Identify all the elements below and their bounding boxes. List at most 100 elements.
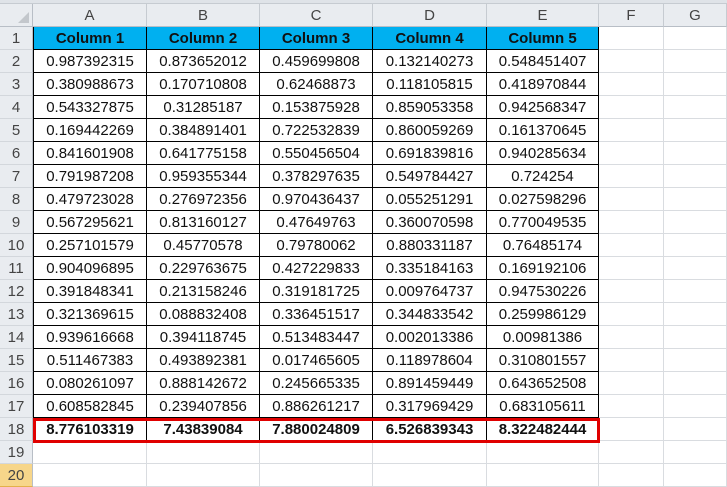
data-cell[interactable]: 0.319181725: [260, 280, 373, 303]
cell[interactable]: [260, 464, 373, 487]
data-cell[interactable]: 0.643652508: [487, 372, 599, 395]
data-cell[interactable]: 0.722532839: [260, 119, 373, 142]
row-header-2[interactable]: 2: [0, 50, 33, 73]
data-cell[interactable]: 0.132140273: [373, 50, 487, 73]
data-cell[interactable]: 0.567295621: [33, 211, 147, 234]
cell[interactable]: [664, 349, 727, 372]
data-cell[interactable]: 0.080261097: [33, 372, 147, 395]
column-header-c[interactable]: C: [260, 4, 373, 27]
data-cell[interactable]: 0.79780062: [260, 234, 373, 257]
cell[interactable]: [33, 464, 147, 487]
cell[interactable]: [664, 27, 727, 50]
data-cell[interactable]: 0.543327875: [33, 96, 147, 119]
data-cell[interactable]: 0.276972356: [147, 188, 260, 211]
data-cell[interactable]: 0.229763675: [147, 257, 260, 280]
row-header-17[interactable]: 17: [0, 395, 33, 418]
data-cell[interactable]: 0.31285187: [147, 96, 260, 119]
row-header-20[interactable]: 20: [0, 464, 33, 487]
row-header-8[interactable]: 8: [0, 188, 33, 211]
data-cell[interactable]: 0.002013386: [373, 326, 487, 349]
data-cell[interactable]: 0.418970844: [487, 73, 599, 96]
data-cell[interactable]: 0.317969429: [373, 395, 487, 418]
cell[interactable]: [33, 441, 147, 464]
cell[interactable]: [373, 464, 487, 487]
data-cell[interactable]: 0.027598296: [487, 188, 599, 211]
data-cell[interactable]: 0.886261217: [260, 395, 373, 418]
cell[interactable]: [664, 50, 727, 73]
cell[interactable]: [599, 326, 664, 349]
data-cell[interactable]: 0.873652012: [147, 50, 260, 73]
data-cell[interactable]: 0.939616668: [33, 326, 147, 349]
cell[interactable]: [599, 280, 664, 303]
cell[interactable]: [664, 326, 727, 349]
table-header-cell[interactable]: Column 5: [487, 27, 599, 50]
data-cell[interactable]: 0.76485174: [487, 234, 599, 257]
data-cell[interactable]: 0.391848341: [33, 280, 147, 303]
cell[interactable]: [664, 142, 727, 165]
data-cell[interactable]: 0.321369615: [33, 303, 147, 326]
row-header-3[interactable]: 3: [0, 73, 33, 96]
cell[interactable]: [599, 165, 664, 188]
cell[interactable]: [664, 188, 727, 211]
cell[interactable]: [599, 441, 664, 464]
data-cell[interactable]: 0.380988673: [33, 73, 147, 96]
data-cell[interactable]: 0.888142672: [147, 372, 260, 395]
row-header-19[interactable]: 19: [0, 441, 33, 464]
data-cell[interactable]: 0.45770578: [147, 234, 260, 257]
data-cell[interactable]: 0.169192106: [487, 257, 599, 280]
row-header-11[interactable]: 11: [0, 257, 33, 280]
row-header-9[interactable]: 9: [0, 211, 33, 234]
data-cell[interactable]: 0.683105611: [487, 395, 599, 418]
data-cell[interactable]: 0.118105815: [373, 73, 487, 96]
cell[interactable]: [599, 50, 664, 73]
cell[interactable]: [664, 211, 727, 234]
cell[interactable]: [664, 73, 727, 96]
cell[interactable]: [664, 303, 727, 326]
data-cell[interactable]: 0.335184163: [373, 257, 487, 280]
cell[interactable]: [599, 96, 664, 119]
data-cell[interactable]: 0.791987208: [33, 165, 147, 188]
data-cell[interactable]: 0.055251291: [373, 188, 487, 211]
data-cell[interactable]: 0.00981386: [487, 326, 599, 349]
table-header-cell[interactable]: Column 4: [373, 27, 487, 50]
cell[interactable]: [599, 27, 664, 50]
total-cell[interactable]: 6.526839343: [373, 418, 487, 441]
data-cell[interactable]: 0.987392315: [33, 50, 147, 73]
cell[interactable]: [664, 96, 727, 119]
data-cell[interactable]: 0.161370645: [487, 119, 599, 142]
select-all-button[interactable]: [0, 4, 33, 27]
table-header-cell[interactable]: Column 1: [33, 27, 147, 50]
row-header-15[interactable]: 15: [0, 349, 33, 372]
data-cell[interactable]: 0.940285634: [487, 142, 599, 165]
data-cell[interactable]: 0.942568347: [487, 96, 599, 119]
cell[interactable]: [599, 395, 664, 418]
data-cell[interactable]: 0.213158246: [147, 280, 260, 303]
row-header-16[interactable]: 16: [0, 372, 33, 395]
cell[interactable]: [599, 73, 664, 96]
data-cell[interactable]: 0.310801557: [487, 349, 599, 372]
cell[interactable]: [147, 464, 260, 487]
row-header-1[interactable]: 1: [0, 27, 33, 50]
data-cell[interactable]: 0.427229833: [260, 257, 373, 280]
data-cell[interactable]: 0.118978604: [373, 349, 487, 372]
data-cell[interactable]: 0.970436437: [260, 188, 373, 211]
cell[interactable]: [147, 441, 260, 464]
total-cell[interactable]: 8.322482444: [487, 418, 599, 441]
row-header-5[interactable]: 5: [0, 119, 33, 142]
column-header-d[interactable]: D: [373, 4, 487, 27]
row-header-18[interactable]: 18: [0, 418, 33, 441]
data-cell[interactable]: 0.841601908: [33, 142, 147, 165]
data-cell[interactable]: 0.959355344: [147, 165, 260, 188]
row-header-6[interactable]: 6: [0, 142, 33, 165]
cell[interactable]: [599, 303, 664, 326]
cell[interactable]: [664, 234, 727, 257]
column-header-g[interactable]: G: [664, 4, 727, 27]
cell[interactable]: [664, 257, 727, 280]
column-header-b[interactable]: B: [147, 4, 260, 27]
spreadsheet-grid[interactable]: A B C D E F G 1 Column 1 Column 2 Column 3 Column 4…: [0, 4, 727, 487]
data-cell[interactable]: 0.641775158: [147, 142, 260, 165]
data-cell[interactable]: 0.459699808: [260, 50, 373, 73]
data-cell[interactable]: 0.245665335: [260, 372, 373, 395]
data-cell[interactable]: 0.493892381: [147, 349, 260, 372]
cell[interactable]: [599, 234, 664, 257]
